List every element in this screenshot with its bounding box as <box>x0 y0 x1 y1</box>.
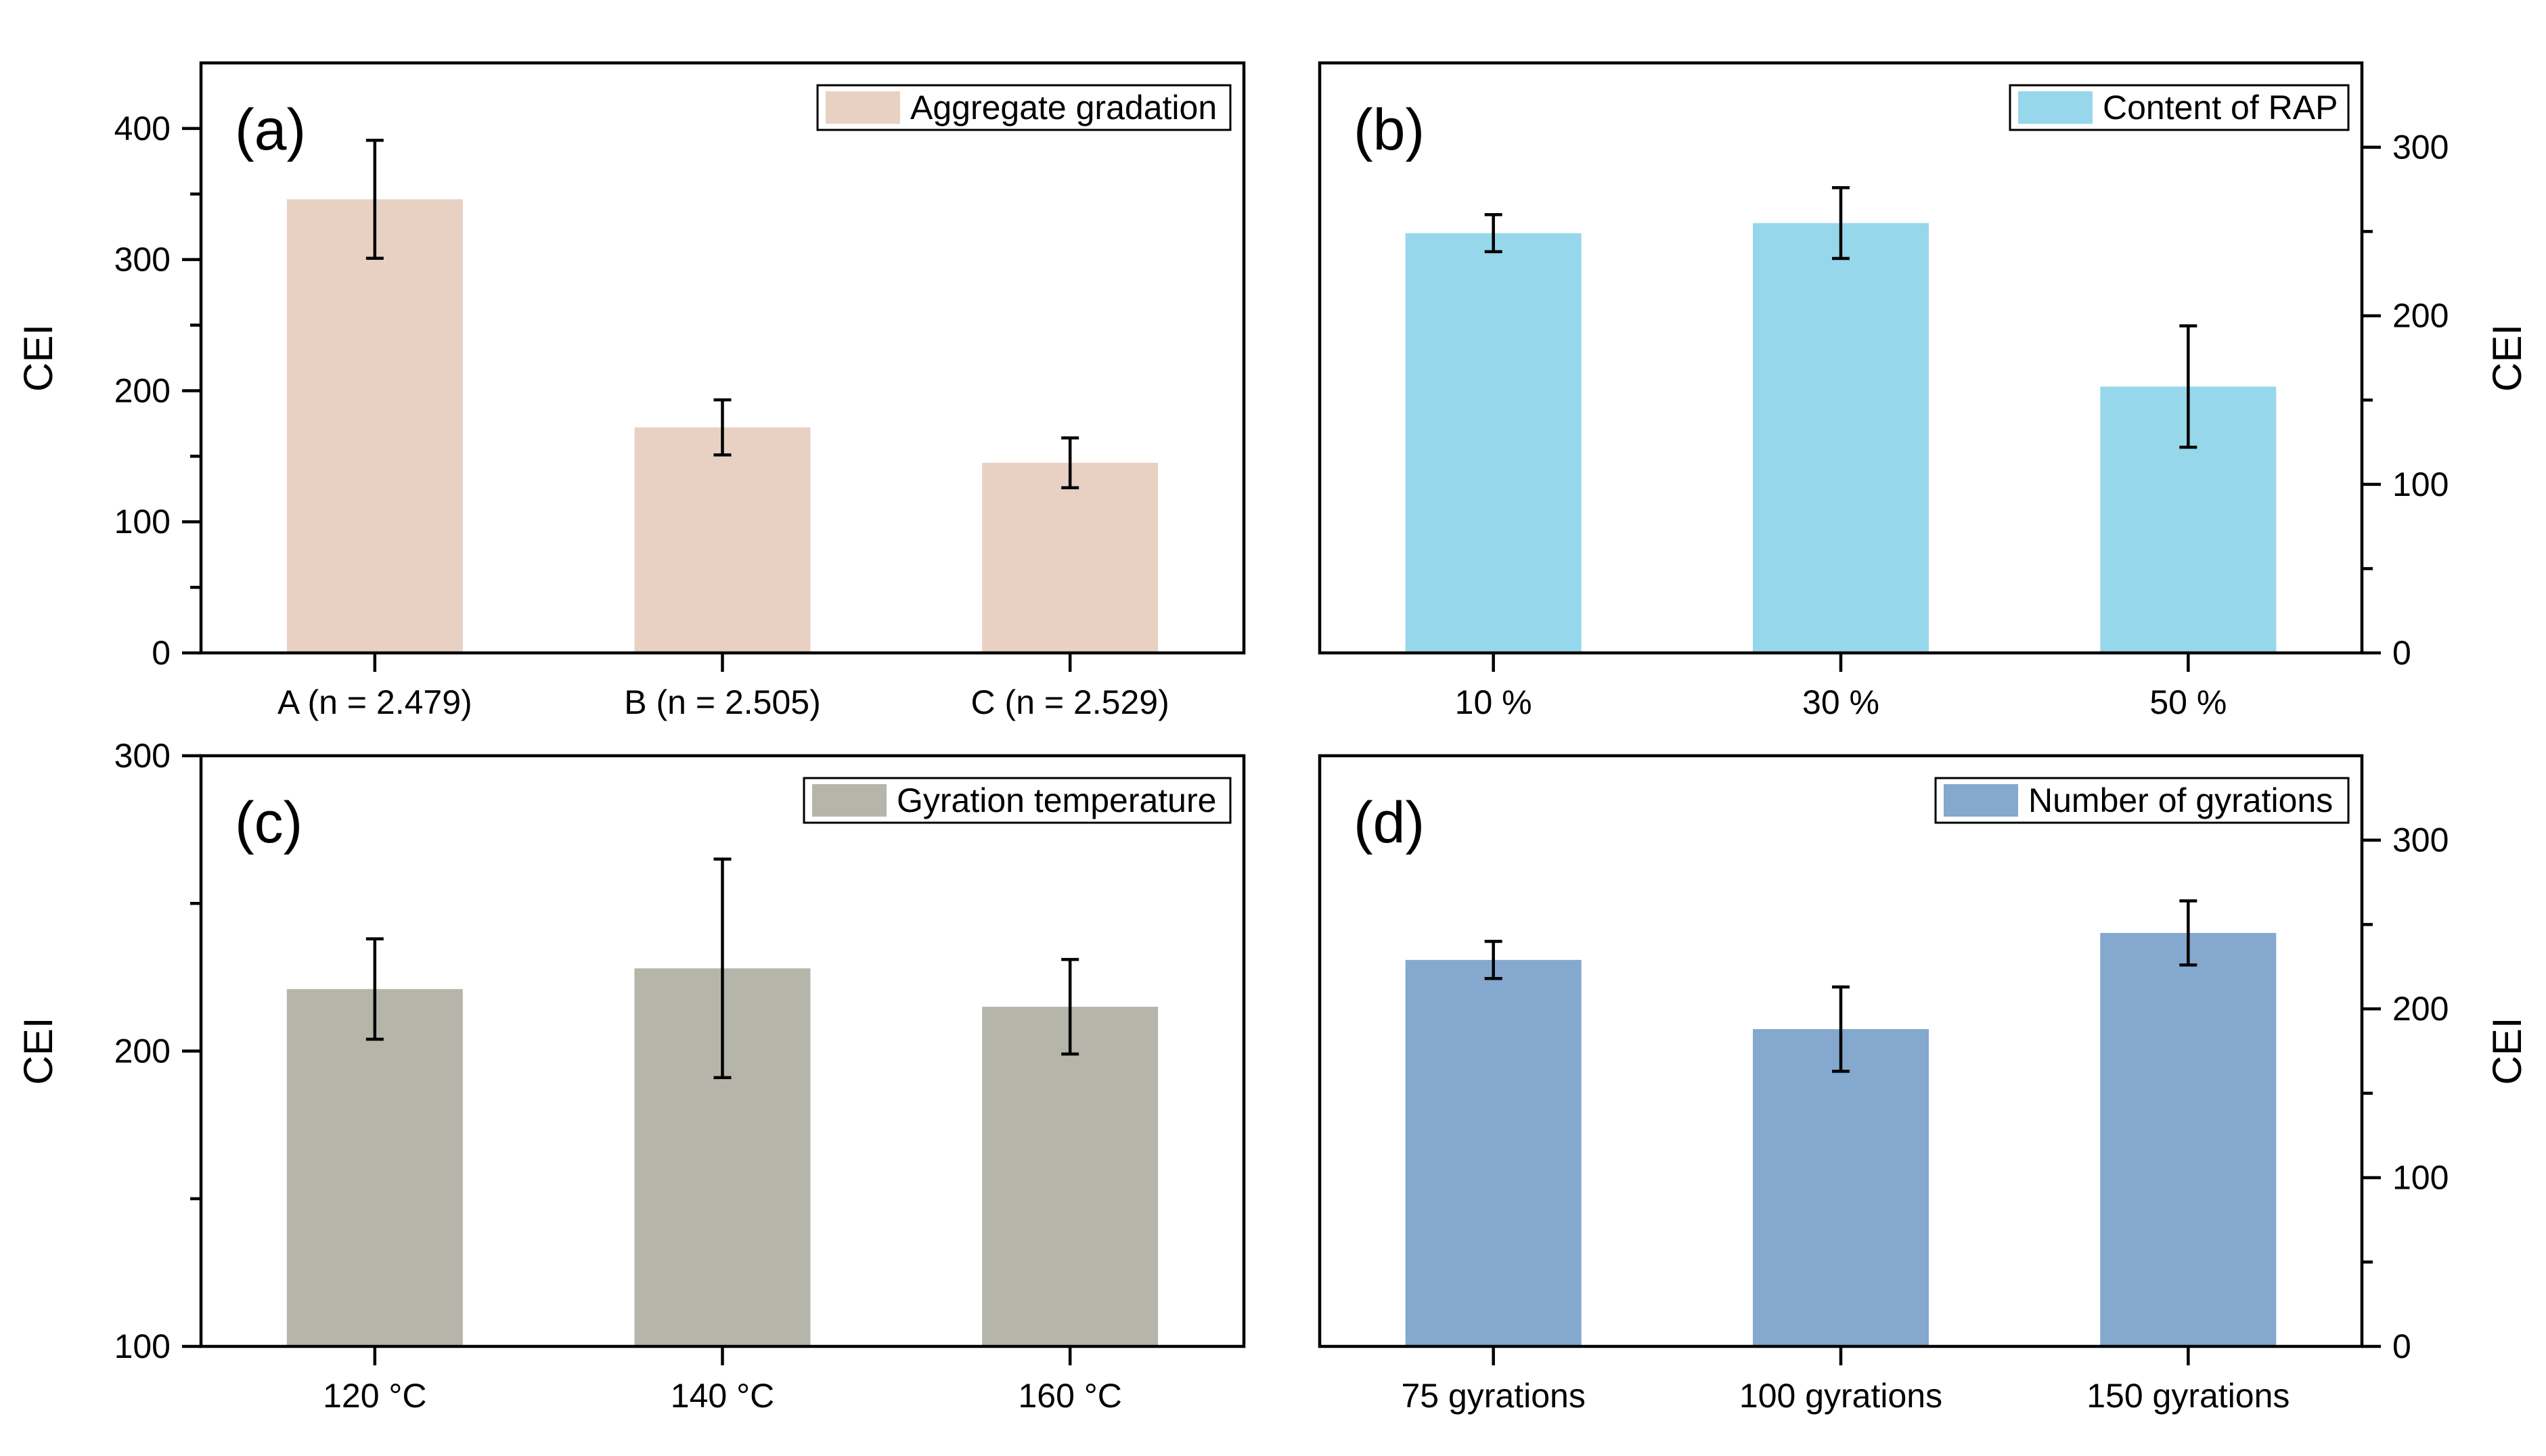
y-axis-label: CEI <box>2484 324 2530 392</box>
error-bar <box>365 937 384 1041</box>
y-axis-label: CEI <box>16 1017 61 1085</box>
y-tick-label: 200 <box>114 371 171 409</box>
x-tick-label: 50 % <box>2149 683 2227 721</box>
chart-panel-a: A (n = 2.479) B (n = 2.505) C (n = 2.529) 0… <box>16 61 1246 721</box>
y-tick-label: 300 <box>114 241 171 279</box>
plot-frame <box>1318 61 2364 655</box>
y-axis-label: CEI <box>2484 1017 2530 1085</box>
y-tick-label: 100 <box>2392 1159 2449 1197</box>
plot-frame <box>199 61 1246 655</box>
x-tick-label: 140 °C <box>671 1377 774 1415</box>
bar <box>1753 1029 1929 1346</box>
y-tick-label: 300 <box>2392 129 2449 166</box>
bar <box>1405 233 1582 653</box>
y-tick-label: 300 <box>114 737 171 775</box>
panel-label: (a) <box>235 97 306 162</box>
y-axis-label: CEI <box>16 324 61 392</box>
x-tick-label: 100 gyrations <box>1739 1377 1942 1415</box>
legend: Gyration temperature <box>803 777 1232 824</box>
x-tick-label: 75 gyrations <box>1401 1377 1585 1415</box>
x-tick-label: C (n = 2.529) <box>971 683 1169 721</box>
bar <box>634 427 811 653</box>
error-bar <box>1484 940 1502 980</box>
legend: Number of gyrations <box>1934 777 2350 824</box>
legend-swatch <box>2018 91 2093 124</box>
legend-swatch <box>1944 784 2018 817</box>
y-tick-label: 200 <box>2392 990 2449 1028</box>
x-tick-label: 160 °C <box>1018 1377 1121 1415</box>
error-bar <box>713 398 732 457</box>
error-bar <box>365 139 384 260</box>
x-tick-label: A (n = 2.479) <box>277 683 472 721</box>
legend-label: Aggregate gradation <box>910 89 1217 127</box>
y-tick-label: 100 <box>2392 465 2449 503</box>
error-bar <box>1061 957 1079 1056</box>
x-tick-label: 150 gyrations <box>2086 1377 2290 1415</box>
y-tick-label: 0 <box>2392 634 2411 672</box>
bar <box>286 199 463 653</box>
legend: Aggregate gradation <box>816 84 1232 131</box>
bar <box>1753 223 1929 654</box>
y-tick-label: 200 <box>114 1032 171 1070</box>
error-bar <box>1832 186 1850 260</box>
error-bar <box>1484 212 1502 254</box>
y-tick-label: 0 <box>2392 1327 2411 1365</box>
error-bar <box>1832 985 1850 1073</box>
panel-label: (d) <box>1354 790 1425 855</box>
y-tick-label: 300 <box>2392 821 2449 859</box>
chart-panel-c: 120 °C 140 °C 160 °C 100 200 300 CEI (c) Gyratio… <box>16 737 1246 1415</box>
bar <box>2100 932 2277 1346</box>
bar <box>286 988 463 1346</box>
y-tick-label: 0 <box>152 634 171 672</box>
panel-label: (b) <box>1354 97 1425 162</box>
panel-label: (c) <box>235 790 303 855</box>
error-bar <box>2179 324 2197 449</box>
error-bar <box>2179 899 2197 967</box>
error-bar <box>713 857 732 1080</box>
legend-label: Content of RAP <box>2103 89 2338 127</box>
chart-panel-d: 75 gyrations 100 gyrations 150 gyrations 0 1… <box>1318 754 2530 1415</box>
error-bar <box>1061 436 1079 490</box>
bar <box>1405 959 1582 1346</box>
y-tick-label: 100 <box>114 1327 171 1365</box>
x-tick-label: 30 % <box>1802 683 1879 721</box>
bar <box>982 1007 1159 1346</box>
legend-label: Gyration temperature <box>897 781 1216 819</box>
plot-frame <box>1318 754 2364 1348</box>
y-tick-label: 100 <box>114 503 171 541</box>
x-tick-label: B (n = 2.505) <box>624 683 820 721</box>
bar <box>982 463 1159 653</box>
legend-swatch <box>812 784 887 817</box>
legend-swatch <box>826 91 900 124</box>
legend-label: Number of gyrations <box>2028 781 2333 819</box>
y-tick-label: 400 <box>114 110 171 147</box>
legend: Content of RAP <box>2009 84 2350 131</box>
x-tick-label: 10 % <box>1455 683 1532 721</box>
chart-panel-b: 10 % 30 % 50 % 0 100 200 300 CEI (b) Content of R… <box>1318 61 2530 721</box>
y-tick-label: 200 <box>2392 297 2449 335</box>
x-tick-label: 120 °C <box>323 1377 426 1415</box>
